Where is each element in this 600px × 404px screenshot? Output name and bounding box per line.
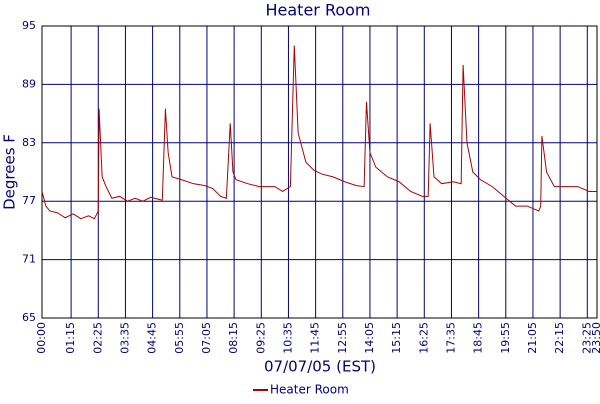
x-axis-label: 07/07/05 (EST) (264, 358, 376, 376)
y-tick-label: 95 (22, 19, 36, 32)
y-tick-label: 83 (22, 136, 36, 149)
y-tick-label: 71 (22, 253, 36, 266)
x-tick-label: 23:25 (580, 322, 593, 354)
x-tick-label: 17:35 (444, 322, 457, 354)
y-axis-label: Degrees F (1, 134, 19, 210)
x-tick-label: 10:35 (281, 322, 294, 354)
x-tick-label: 11:45 (309, 322, 322, 354)
y-tick-label: 65 (22, 311, 36, 324)
x-tick-label: 00:00 (35, 322, 48, 354)
x-tick-label: 03:35 (118, 322, 131, 354)
data-line (41, 45, 597, 220)
plot-border (41, 25, 598, 319)
y-tick-label: 89 (22, 77, 36, 90)
x-tick-label: 19:55 (499, 322, 512, 354)
x-tick-label: 07:05 (200, 322, 213, 354)
x-tick-label: 01:15 (64, 322, 77, 354)
x-tick-label: 15:15 (390, 322, 403, 354)
x-tick-label: 21:05 (526, 322, 539, 354)
x-tick-label: 02:25 (91, 322, 104, 354)
x-tick-label: 08:15 (227, 322, 240, 354)
x-tick-label: 05:55 (173, 322, 186, 354)
x-tick-label: 16:25 (417, 322, 430, 354)
x-tick-label: 23:50 (590, 322, 600, 354)
chart-title: Heater Room (265, 1, 370, 20)
x-tick-label: 14:05 (363, 322, 376, 354)
legend-label: Heater Room (270, 383, 349, 397)
x-tick-label: 22:15 (553, 322, 566, 354)
y-tick-label: 77 (22, 194, 36, 207)
x-tick-label: 18:45 (472, 322, 485, 354)
x-tick-label: 12:55 (336, 322, 349, 354)
x-tick-label: 04:45 (146, 322, 159, 354)
x-tick-label: 09:25 (254, 322, 267, 354)
